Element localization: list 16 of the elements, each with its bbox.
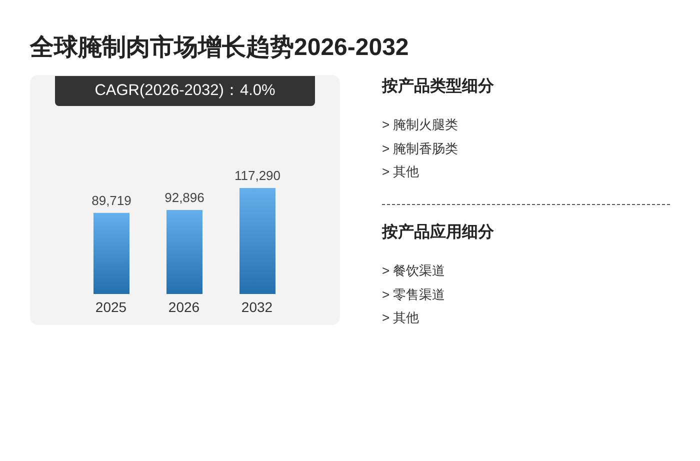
- data-label: 89,719: [92, 192, 132, 208]
- text: 按产品应用细分: [382, 224, 494, 241]
- text: > 其他: [382, 310, 420, 325]
- data-label: 117,290: [234, 168, 281, 183]
- x-tick-label: 2032: [241, 298, 273, 315]
- x-tick-label: 2025: [95, 298, 127, 315]
- text: > 餐饮渠道: [382, 263, 446, 278]
- text: > 零售渠道: [382, 286, 446, 302]
- x-tick-label: 2026: [168, 298, 200, 315]
- chart-subtitle: CAGR(2026-2032)：4.0%: [94, 82, 276, 99]
- text: 按产品类型细分: [382, 78, 494, 95]
- text: > 腌制火腿类: [382, 117, 458, 132]
- chart-title: 全球腌制肉市场增长趋势2026-2032: [30, 34, 409, 61]
- text: > 其他: [382, 164, 420, 179]
- data-label: 92,896: [164, 190, 204, 206]
- text: > 腌制香肠类: [382, 140, 458, 156]
